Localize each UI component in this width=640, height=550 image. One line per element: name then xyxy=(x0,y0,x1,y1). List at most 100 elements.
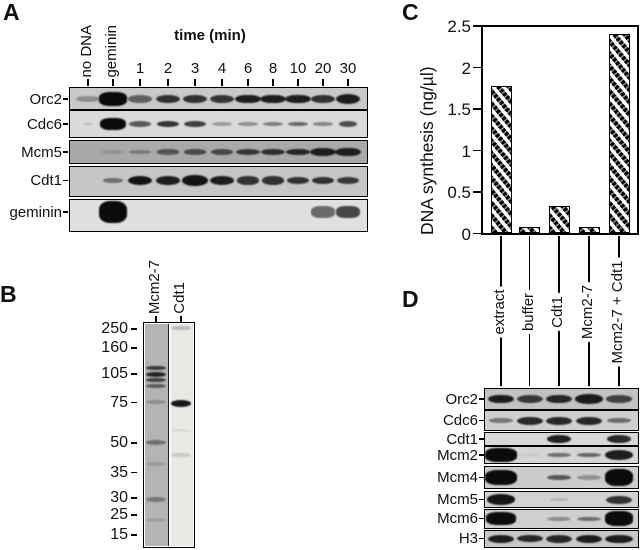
panel-d-band xyxy=(606,495,632,504)
panel-a-band xyxy=(156,176,180,185)
panel-a-band xyxy=(236,176,260,185)
panel-a-row-label: Mcm5 xyxy=(21,143,62,161)
panel-d-row-label: Mcm4 xyxy=(437,469,478,486)
panel-a-time-header: time (min) xyxy=(174,27,246,44)
panel-a-band xyxy=(129,150,151,154)
panel-a-band xyxy=(102,150,124,154)
panel-a-time-label: 1 xyxy=(135,60,145,77)
panel-a-band xyxy=(210,95,234,103)
panel-a-lane-label-rotated: no DNA xyxy=(78,25,95,78)
panel-b-mw-label: 30 xyxy=(110,489,128,506)
lane-label-rotated: Mcm2-7 + Cdt1 xyxy=(609,257,626,367)
panel-d-band xyxy=(547,516,571,521)
panel-b-mw-tick xyxy=(130,442,137,444)
panel-c-ytick-label: 2 xyxy=(461,58,471,78)
panel-c-ytick-label: 1.5 xyxy=(447,100,471,119)
panel-d-row-label-tick xyxy=(479,438,484,440)
panel-d-blot-row-Mcm5 xyxy=(483,491,639,508)
panel-a-band xyxy=(183,149,207,155)
panel-d-band xyxy=(604,511,634,526)
panel-d-band xyxy=(575,394,603,404)
panel-b-letter: B xyxy=(0,281,17,307)
panel-c-bar-Cdt1 xyxy=(548,206,570,234)
panel-a-band xyxy=(235,94,261,104)
panel-a-band xyxy=(336,94,360,104)
panel-b-mw-label: 15 xyxy=(110,526,128,543)
panel-a-row-label-tick xyxy=(63,98,68,100)
panel-d-band xyxy=(516,395,543,403)
panel-a-time-label: 6 xyxy=(243,60,253,77)
panel-d-band xyxy=(546,416,572,425)
panel-b-band xyxy=(146,518,166,522)
panel-b-band xyxy=(146,377,166,383)
panel-a-lane-tick xyxy=(139,79,141,86)
panel-c-ytick-label: 0.5 xyxy=(447,183,471,202)
panel-b-band xyxy=(146,365,166,371)
panel-c-ytick-mark xyxy=(473,232,481,235)
panel-c-letter: C xyxy=(402,0,419,25)
panel-a-lane-label-rotated: geminin xyxy=(103,25,120,78)
panel-d-row-label: Cdc6 xyxy=(442,412,478,429)
panel-b-band xyxy=(146,439,166,445)
panel-a-time-label: 2 xyxy=(163,60,173,77)
panel-a-band xyxy=(156,95,180,103)
panel-b-mw-tick xyxy=(130,401,137,404)
panel-d-row-label-tick xyxy=(479,398,484,400)
panel-b-lane-label-rotated: Mcm2-7 xyxy=(146,259,163,314)
panel-a-lane-tick xyxy=(297,79,299,86)
panel-b-band xyxy=(171,428,191,432)
panel-a-band xyxy=(128,175,152,186)
panel-d-row-label: H3 xyxy=(458,530,478,547)
panel-a-band xyxy=(183,120,207,128)
panel-a-row-label-tick xyxy=(63,211,68,213)
panel-d-band xyxy=(485,469,517,486)
panel-b-mw-tick xyxy=(130,534,137,536)
panel-a-band xyxy=(156,149,180,155)
panel-a-band xyxy=(98,201,128,223)
panel-d-band xyxy=(546,394,572,404)
panel-a-band xyxy=(103,178,123,183)
panel-d-band xyxy=(519,453,540,457)
panel-a-time-label: 10 xyxy=(289,60,307,77)
panel-c-ytick-label: 1 xyxy=(461,141,471,161)
panel-a-band xyxy=(335,147,361,157)
panel-a-lane-tick xyxy=(347,79,349,86)
panel-a-band xyxy=(312,122,334,126)
panel-d-row-label-tick xyxy=(479,517,484,520)
panel-a-band xyxy=(311,95,335,103)
panel-b-band xyxy=(146,384,166,388)
panel-d-row-label-tick xyxy=(479,419,484,422)
panel-d-band xyxy=(546,534,572,543)
panel-c-ytick-mark xyxy=(473,191,481,193)
panel-a-band xyxy=(285,94,311,104)
panel-a-row-label: geminin xyxy=(9,203,62,221)
panel-c-ytick-label: 0 xyxy=(461,224,471,244)
panel-b-band xyxy=(171,326,191,330)
panel-b-mw-label: 25 xyxy=(110,506,128,523)
panel-b-mw-tick xyxy=(130,347,137,349)
panel-a-row-label: Cdc6 xyxy=(26,115,62,133)
panel-d-row-label-tick xyxy=(479,476,484,479)
panel-a-band xyxy=(336,205,360,219)
panel-c-bar-buffer xyxy=(519,226,540,234)
panel-a-row-label-tick xyxy=(63,179,68,182)
panel-a-band xyxy=(237,122,259,126)
panel-b-mw-label: 105 xyxy=(101,365,128,382)
panel-a-row-label-tick xyxy=(63,151,68,153)
panel-b-mw-tick xyxy=(130,497,137,499)
panel-c-ytick-label: 2.5 xyxy=(447,17,471,36)
panel-a-band xyxy=(211,122,233,126)
panel-c-ytick-mark xyxy=(473,25,481,27)
panel-d-row-label: Cdt1 xyxy=(446,430,478,448)
panel-d-blot-row-Mcm6 xyxy=(483,509,639,529)
panel-c-ytick-mark xyxy=(473,66,481,69)
panel-a-band xyxy=(210,149,234,155)
panel-a-band xyxy=(84,122,92,126)
panel-b-mw-label: 35 xyxy=(110,463,128,481)
panel-a-band xyxy=(261,148,285,156)
panel-b-gel-lane-separator xyxy=(167,324,170,546)
panel-a-lane-tick xyxy=(167,79,169,86)
panel-d-band xyxy=(576,416,602,425)
panel-a-band xyxy=(339,121,357,127)
